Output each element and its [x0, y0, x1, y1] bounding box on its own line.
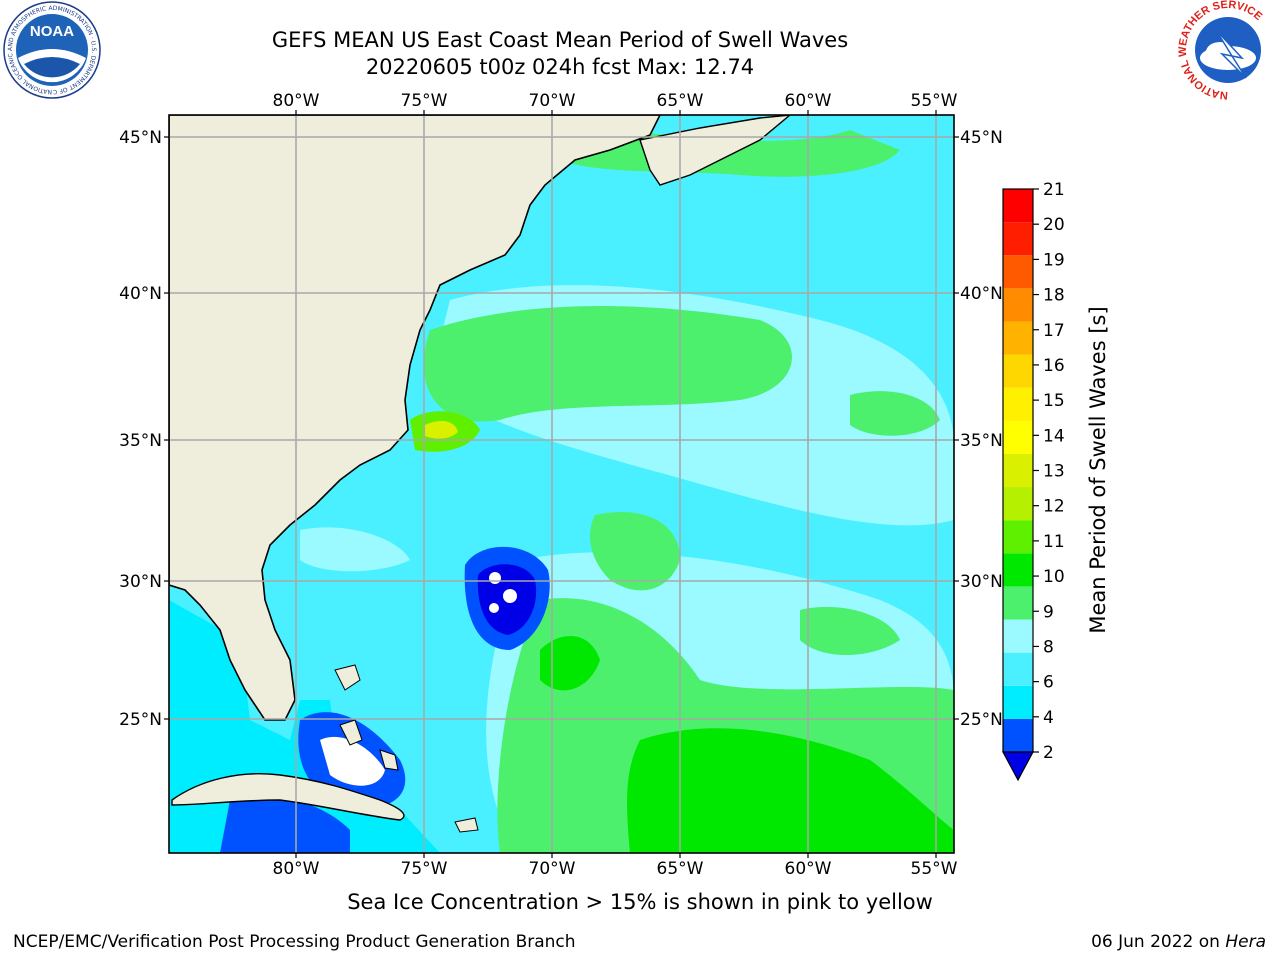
colorbar-segment [1003, 520, 1033, 554]
colorbar-tick-label: 13 [1043, 462, 1065, 482]
land-hispaniola-tip [454, 817, 479, 833]
map-title: GEFS MEAN US East Coast Mean Period of S… [271, 28, 849, 52]
colorbar-segment [1003, 685, 1033, 719]
swell-zone-8-9-west [300, 527, 410, 572]
swell-zone-10-11-core [540, 636, 600, 691]
lon-label-bottom-65w: 65°W [657, 859, 704, 879]
lon-label-bottom-55w: 55°W [911, 859, 958, 879]
colorbar-tick-label: 4 [1043, 708, 1054, 728]
colorbar-tick-label: 10 [1043, 567, 1065, 587]
swell-max-hatteras [425, 420, 458, 439]
colorbar-segment [1003, 255, 1033, 289]
colorbar-segment [1003, 288, 1033, 322]
lon-label-top-70w: 70°W [529, 91, 576, 111]
lon-label-top-65w: 65°W [657, 91, 704, 111]
footer-date-text: 06 Jun 2022 on [1091, 932, 1226, 952]
swell-zone-caribbean-low [220, 796, 350, 853]
map-plot-area [169, 115, 954, 853]
lat-label-right-40n: 40°N [960, 284, 1003, 304]
colorbar-segment [1003, 553, 1033, 587]
swell-zone-9-10-north-east [850, 391, 940, 436]
colorbar: 2 4 6 8 9 10 11 12 13 14 15 16 17 18 19 20 21 [1001, 180, 1065, 782]
lon-label-top-55w: 55°W [911, 91, 958, 111]
lat-label-left-30n: 30°N [119, 572, 162, 592]
colorbar-under-arrow [1001, 751, 1035, 782]
land-bahamas-1 [334, 664, 361, 691]
colorbar-tick-label: 21 [1043, 180, 1065, 200]
lat-label-right-25n: 25°N [960, 710, 1003, 730]
footer-credit: NCEP/EMC/Verification Post Processing Pr… [13, 932, 576, 952]
swell-gap-3 [489, 603, 499, 613]
nws-logo: NATIONAL WEATHER SERVICE [1177, 0, 1276, 100]
colorbar-tick-label: 19 [1043, 250, 1065, 270]
noaa-logo-text: NOAA [30, 23, 74, 40]
land-bahamas-3 [379, 749, 399, 771]
swell-zone-10-11-south [627, 728, 954, 853]
colorbar-tick-label: 15 [1043, 391, 1065, 411]
colorbar-segment [1003, 619, 1033, 653]
colorbar-segment [1003, 222, 1033, 256]
map-subtitle: 20220605 t00z 024h fcst Max: 12.74 [365, 55, 755, 79]
lat-label-left-35n: 35°N [119, 431, 162, 451]
lon-label-bottom-75w: 75°W [401, 859, 448, 879]
colorbar-label: Mean Period of Swell Waves [s] [1086, 306, 1110, 633]
colorbar-tick-label: 6 [1043, 673, 1054, 693]
lon-label-bottom-70w: 70°W [529, 859, 576, 879]
land-bahamas-2 [339, 719, 363, 746]
lat-label-left-45n: 45°N [119, 128, 162, 148]
lon-label-top-75w: 75°W [401, 91, 448, 111]
lon-label-bottom-80w: 80°W [273, 859, 320, 879]
footer-machine: Hera [1225, 932, 1266, 952]
lon-label-bottom-60w: 60°W [785, 859, 832, 879]
swell-gap-1 [489, 572, 501, 584]
colorbar-segment [1003, 718, 1033, 752]
swell-gap-bahamas [320, 736, 385, 786]
land-nova-scotia [639, 115, 792, 186]
colorbar-tick-label: 14 [1043, 426, 1065, 446]
sea-ice-note: Sea Ice Concentration > 15% is shown in … [347, 890, 933, 914]
colorbar-tick-label: 20 [1043, 215, 1065, 235]
lat-label-right-35n: 35°N [960, 431, 1003, 451]
colorbar-segment [1003, 453, 1033, 488]
lat-label-left-25n: 25°N [119, 710, 162, 730]
colorbar-segment [1003, 652, 1033, 686]
land-north-america [169, 115, 661, 721]
colorbar-segment [1003, 387, 1033, 421]
colorbar-tick-label: 12 [1043, 497, 1065, 517]
colorbar-segment [1003, 354, 1033, 388]
colorbar-tick-label: 9 [1043, 602, 1054, 622]
land-cuba [171, 773, 405, 821]
colorbar-tick-label: 11 [1043, 532, 1065, 552]
colorbar-tick-label: 8 [1043, 637, 1054, 657]
lon-label-top-60w: 60°W [785, 91, 832, 111]
colorbar-tick-label: 2 [1043, 743, 1054, 763]
swell-zone-9-10-east [590, 512, 680, 591]
noaa-logo: NOAA NATIONAL OCEANIC AND ATMOSPHERIC AD… [0, 0, 101, 99]
colorbar-tick-label: 16 [1043, 356, 1065, 376]
colorbar-segment [1003, 420, 1033, 454]
lat-label-right-45n: 45°N [960, 128, 1003, 148]
map-gridlines [169, 115, 954, 853]
map-tickmarks [164, 110, 959, 858]
lon-label-top-80w: 80°W [273, 91, 320, 111]
colorbar-segment [1003, 487, 1033, 521]
colorbar-tick-label: 18 [1043, 286, 1065, 306]
swell-gap-2 [503, 589, 517, 603]
swell-zone-9-10-central [423, 306, 793, 422]
colorbar-tick-label: 17 [1043, 321, 1065, 341]
lat-label-right-30n: 30°N [960, 572, 1003, 592]
colorbar-segment [1003, 586, 1033, 620]
colorbar-segment [1003, 321, 1033, 355]
footer-date: 06 Jun 2022 on Hera [1091, 932, 1266, 952]
map-frame [168, 114, 955, 854]
lat-label-left-40n: 40°N [119, 284, 162, 304]
colorbar-segment [1003, 189, 1033, 223]
swell-zone-9-10-mid-east [800, 606, 900, 655]
